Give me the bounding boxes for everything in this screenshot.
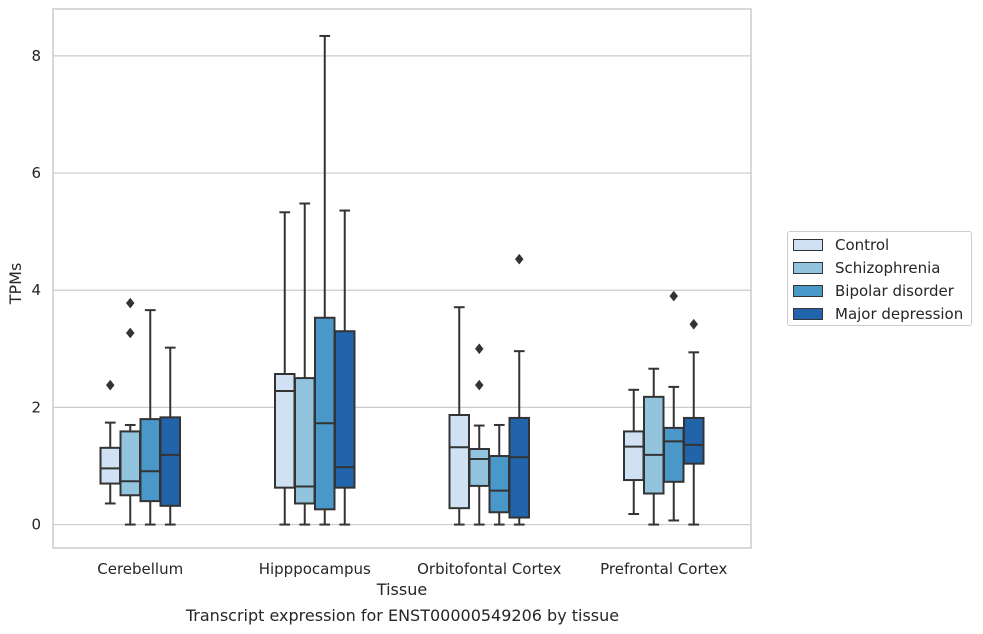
box bbox=[643, 395, 665, 495]
legend-label: Bipolar disorder bbox=[835, 282, 954, 300]
box bbox=[159, 416, 181, 507]
legend-swatch bbox=[793, 239, 823, 251]
box bbox=[99, 446, 121, 485]
legend-swatch bbox=[793, 308, 823, 320]
box bbox=[683, 416, 705, 465]
outlier-point bbox=[514, 253, 524, 265]
legend-item-control: Control bbox=[793, 235, 889, 255]
y-tick-label: 4 bbox=[31, 281, 41, 299]
outlier-point bbox=[105, 379, 115, 391]
legend-swatch bbox=[793, 285, 823, 297]
outlier-point bbox=[125, 297, 135, 309]
box bbox=[139, 418, 161, 503]
box bbox=[334, 330, 356, 489]
box bbox=[294, 377, 316, 505]
box bbox=[468, 447, 490, 487]
legend-label: Schizophrenia bbox=[835, 259, 941, 277]
legend-item-bipolar-disorder: Bipolar disorder bbox=[793, 281, 954, 301]
box bbox=[623, 430, 645, 482]
y-tick-label: 6 bbox=[31, 164, 41, 182]
outlier-point bbox=[669, 290, 679, 302]
box bbox=[508, 416, 530, 519]
y-tick-label: 8 bbox=[31, 47, 41, 65]
x-tick-label: Prefrontal Cortex bbox=[600, 560, 727, 578]
outlier-point bbox=[474, 379, 484, 391]
x-tick-label: Orbitofontal Cortex bbox=[417, 560, 561, 578]
legend-label: Control bbox=[835, 236, 890, 254]
figure-caption: Transcript expression for ENST0000054920… bbox=[185, 606, 620, 625]
legend: Control Schizophrenia Bipolar disorder M… bbox=[787, 231, 972, 326]
outlier-point bbox=[474, 343, 484, 355]
y-axis-label: TPMs bbox=[6, 263, 25, 306]
outlier-point bbox=[689, 318, 699, 330]
plot-frame bbox=[52, 8, 752, 549]
legend-item-schizophrenia: Schizophrenia bbox=[793, 258, 940, 278]
box bbox=[119, 430, 141, 497]
box bbox=[663, 426, 685, 483]
y-tick-label: 0 bbox=[31, 516, 41, 534]
y-tick-label: 2 bbox=[31, 398, 41, 416]
box bbox=[488, 455, 510, 514]
legend-item-major-depression: Major depression bbox=[793, 304, 963, 324]
x-tick-label: Hipppocampus bbox=[259, 560, 371, 578]
box bbox=[314, 316, 336, 511]
x-axis-label: Tissue bbox=[376, 580, 427, 599]
box bbox=[448, 414, 470, 510]
legend-swatch bbox=[793, 262, 823, 274]
legend-label: Major depression bbox=[835, 305, 964, 323]
x-tick-label: Cerebellum bbox=[97, 560, 183, 578]
outlier-point bbox=[125, 327, 135, 339]
